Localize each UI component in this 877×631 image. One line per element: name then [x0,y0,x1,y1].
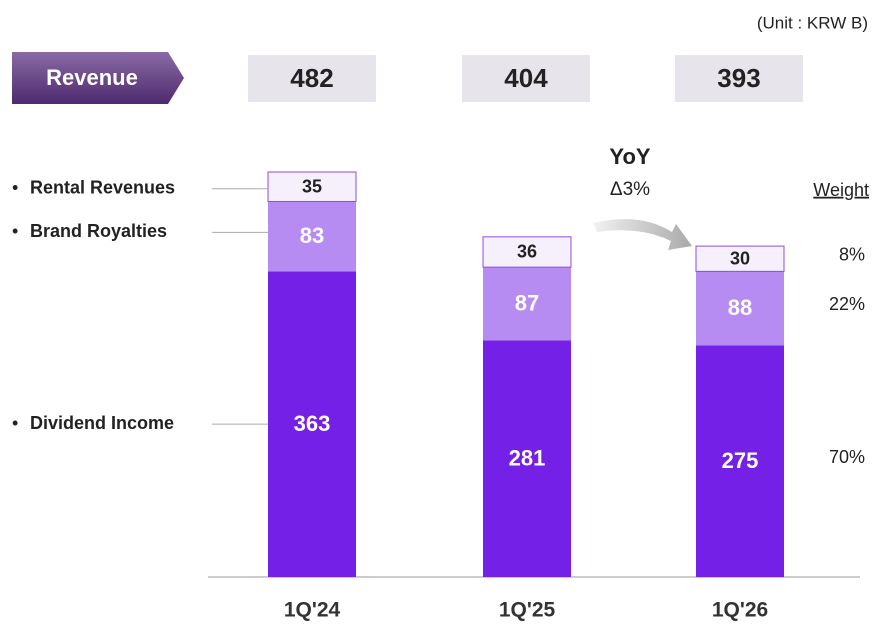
weight-label: 8% [839,244,865,264]
legend-label: Brand Royalties [30,221,167,241]
value-label: 30 [730,248,750,268]
bar-segment [268,201,356,272]
weight-label: 70% [829,447,865,467]
value-label: 35 [302,176,322,196]
x-tick-label: 1Q'24 [284,599,341,622]
total-label: 393 [717,63,760,93]
value-label: 275 [722,448,759,473]
legend-label: Dividend Income [30,413,174,433]
value-label: 281 [509,446,546,471]
legend-bullet: • [12,177,18,197]
legend-bullet: • [12,413,18,433]
value-label: 83 [300,223,324,248]
bar-segment [695,245,785,272]
legend-label: Rental Revenues [30,177,175,197]
legend-bullet: • [12,221,18,241]
unit-label: (Unit : KRW B) [757,13,868,32]
value-label: 88 [728,295,752,320]
value-label: 87 [515,291,539,316]
value-label: 36 [517,242,537,262]
yoy-arrow [593,219,692,250]
bar-segment [696,345,784,577]
bar-segment [482,236,572,268]
yoy-text: Δ3% [610,179,650,200]
total-box [675,55,803,102]
bar-segment [483,267,571,341]
bar-segment [267,171,357,202]
total-box [248,55,376,102]
bar-segment [268,271,356,577]
revenue-header [12,52,184,104]
revenue-label: Revenue [46,65,138,90]
value-label: 363 [294,411,331,436]
weight-title: Weight [813,180,869,200]
yoy-title: YoY [609,144,650,169]
x-tick-label: 1Q'26 [712,599,768,622]
bar-segment [483,340,571,577]
total-label: 482 [290,63,333,93]
x-tick-label: 1Q'25 [499,599,556,622]
total-label: 404 [504,63,548,93]
total-box [462,55,590,102]
weight-label: 22% [829,294,865,314]
bar-segment [696,271,784,346]
